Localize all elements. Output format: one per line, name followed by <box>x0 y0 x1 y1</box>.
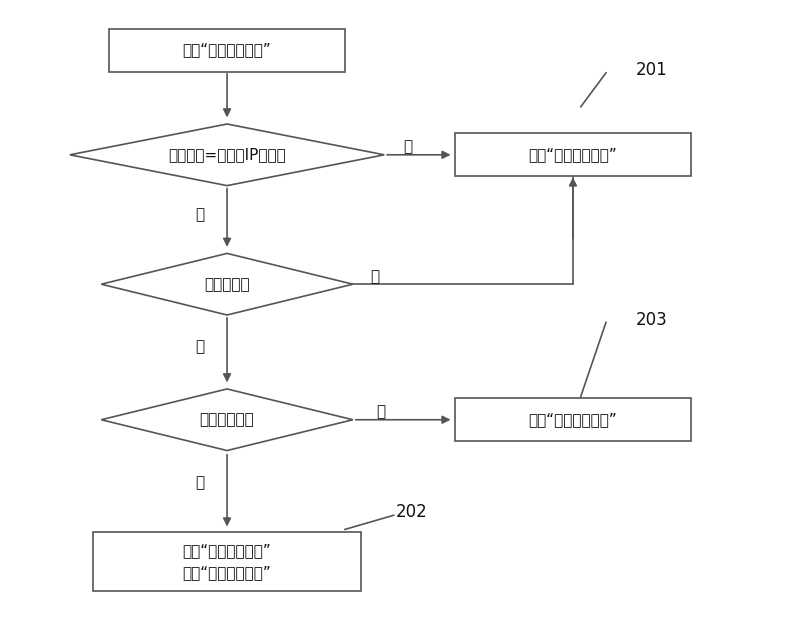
Text: 删除“申请时隙消息”: 删除“申请时隙消息” <box>529 147 618 163</box>
Text: 否: 否 <box>370 268 379 284</box>
Polygon shape <box>70 124 384 186</box>
Text: 是: 是 <box>195 475 204 490</box>
Text: 201: 201 <box>636 61 667 79</box>
Text: 是新消息？: 是新消息？ <box>204 277 250 292</box>
FancyBboxPatch shape <box>455 398 691 441</box>
Text: 是: 是 <box>195 340 204 355</box>
FancyBboxPatch shape <box>109 28 345 72</box>
Text: 发送“释放时隙消息”
转发“申请时隙消息”: 发送“释放时隙消息” 转发“申请时隙消息” <box>182 543 271 580</box>
Text: 转发“申请时隙消息”: 转发“申请时隙消息” <box>529 412 618 427</box>
Text: 有富余时隙？: 有富余时隙？ <box>200 412 254 427</box>
Polygon shape <box>102 253 353 315</box>
Text: 203: 203 <box>636 311 667 329</box>
Text: 收到“申请时隙消息”: 收到“申请时隙消息” <box>182 43 271 57</box>
FancyBboxPatch shape <box>94 532 361 591</box>
Text: 202: 202 <box>396 503 428 521</box>
FancyBboxPatch shape <box>455 134 691 176</box>
Text: 是: 是 <box>403 139 413 154</box>
Text: 否: 否 <box>195 207 204 222</box>
Text: 自身地址=消息源IP地址？: 自身地址=消息源IP地址？ <box>168 147 286 163</box>
Text: 否: 否 <box>377 404 386 419</box>
Polygon shape <box>102 389 353 450</box>
